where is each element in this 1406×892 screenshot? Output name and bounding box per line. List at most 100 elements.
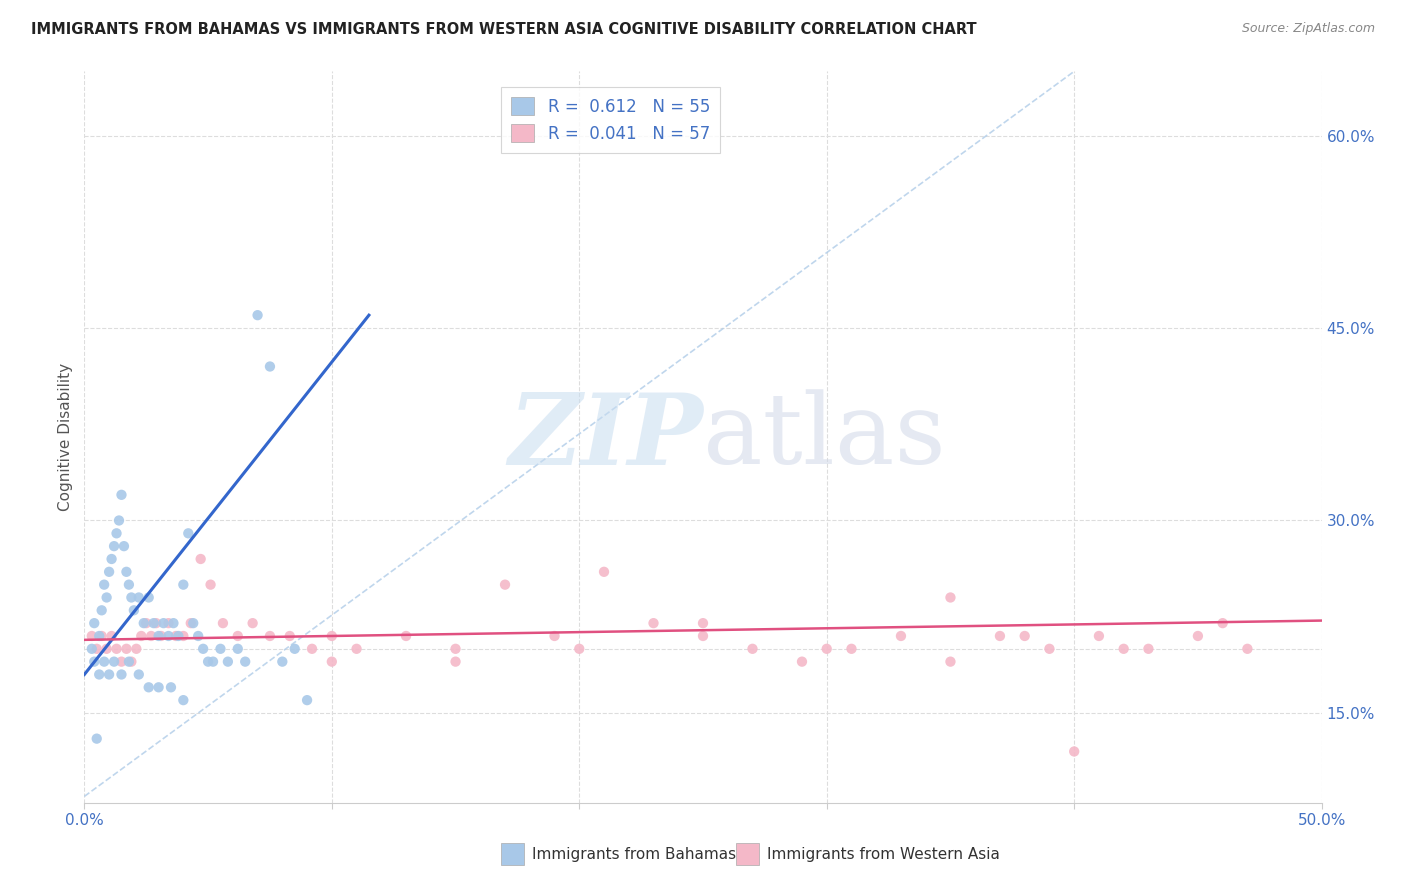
Point	[132, 616, 155, 631]
Point	[259, 359, 281, 374]
Point	[89, 629, 111, 643]
Point	[118, 655, 141, 669]
Point	[110, 667, 132, 681]
Point	[135, 616, 157, 631]
Point	[242, 616, 264, 631]
Point	[494, 577, 516, 591]
Point	[939, 655, 962, 669]
Point	[790, 655, 813, 669]
Point	[157, 616, 180, 631]
Point	[98, 565, 121, 579]
Legend: R =  0.612   N = 55, R =  0.041   N = 57: R = 0.612 N = 55, R = 0.041 N = 57	[501, 87, 720, 153]
Point	[162, 616, 184, 631]
Point	[105, 641, 128, 656]
Bar	[502, 843, 523, 865]
Point	[988, 629, 1011, 643]
Point	[177, 526, 200, 541]
Point	[841, 641, 863, 656]
Point	[103, 655, 125, 669]
Point	[100, 629, 122, 643]
Point	[160, 681, 183, 695]
Point	[741, 641, 763, 656]
Point	[83, 655, 105, 669]
Point	[1137, 641, 1160, 656]
Point	[93, 577, 115, 591]
Point	[96, 641, 118, 656]
Text: ZIP: ZIP	[508, 389, 703, 485]
Point	[145, 616, 167, 631]
Point	[80, 629, 103, 643]
Point	[150, 629, 173, 643]
Point	[543, 629, 565, 643]
Point	[128, 667, 150, 681]
Point	[120, 591, 142, 605]
Point	[172, 629, 194, 643]
Point	[90, 629, 112, 643]
Point	[890, 629, 912, 643]
Point	[346, 641, 368, 656]
Point	[191, 641, 214, 656]
Point	[1088, 629, 1111, 643]
Point	[138, 591, 160, 605]
Point	[165, 629, 187, 643]
Point	[321, 655, 343, 669]
Y-axis label: Cognitive Disability: Cognitive Disability	[58, 363, 73, 511]
Point	[89, 667, 111, 681]
Point	[295, 693, 318, 707]
Point	[115, 641, 138, 656]
Point	[190, 552, 212, 566]
Point	[93, 655, 115, 669]
Point	[246, 308, 269, 322]
Point	[1014, 629, 1036, 643]
Bar	[737, 843, 759, 865]
Text: Source: ZipAtlas.com: Source: ZipAtlas.com	[1241, 22, 1375, 36]
Point	[129, 629, 152, 643]
Point	[105, 526, 128, 541]
Point	[1112, 641, 1135, 656]
Point	[148, 681, 170, 695]
Point	[142, 616, 165, 631]
Point	[103, 539, 125, 553]
Point	[141, 629, 163, 643]
Point	[157, 629, 180, 643]
Point	[692, 616, 714, 631]
Point	[128, 591, 150, 605]
Point	[321, 629, 343, 643]
Point	[1236, 641, 1258, 656]
Point	[115, 565, 138, 579]
Text: atlas: atlas	[703, 389, 946, 485]
Point	[643, 616, 665, 631]
Point	[86, 641, 108, 656]
Point	[167, 629, 190, 643]
Point	[83, 616, 105, 631]
Point	[118, 577, 141, 591]
Text: IMMIGRANTS FROM BAHAMAS VS IMMIGRANTS FROM WESTERN ASIA COGNITIVE DISABILITY COR: IMMIGRANTS FROM BAHAMAS VS IMMIGRANTS FR…	[31, 22, 977, 37]
Point	[217, 655, 239, 669]
Point	[122, 603, 145, 617]
Point	[815, 641, 838, 656]
Point	[692, 629, 714, 643]
Text: Immigrants from Western Asia: Immigrants from Western Asia	[768, 847, 1000, 862]
Point	[1063, 744, 1085, 758]
Point	[444, 641, 467, 656]
Point	[90, 603, 112, 617]
Point	[301, 641, 323, 656]
Point	[271, 655, 294, 669]
Point	[568, 641, 591, 656]
Point	[226, 641, 249, 656]
Point	[110, 488, 132, 502]
Point	[120, 655, 142, 669]
Point	[152, 616, 174, 631]
Point	[80, 641, 103, 656]
Point	[1038, 641, 1060, 656]
Point	[148, 629, 170, 643]
Point	[197, 655, 219, 669]
Point	[259, 629, 281, 643]
Point	[209, 641, 232, 656]
Point	[96, 591, 118, 605]
Point	[138, 681, 160, 695]
Point	[108, 514, 131, 528]
Point	[100, 552, 122, 566]
Point	[181, 616, 204, 631]
Point	[939, 591, 962, 605]
